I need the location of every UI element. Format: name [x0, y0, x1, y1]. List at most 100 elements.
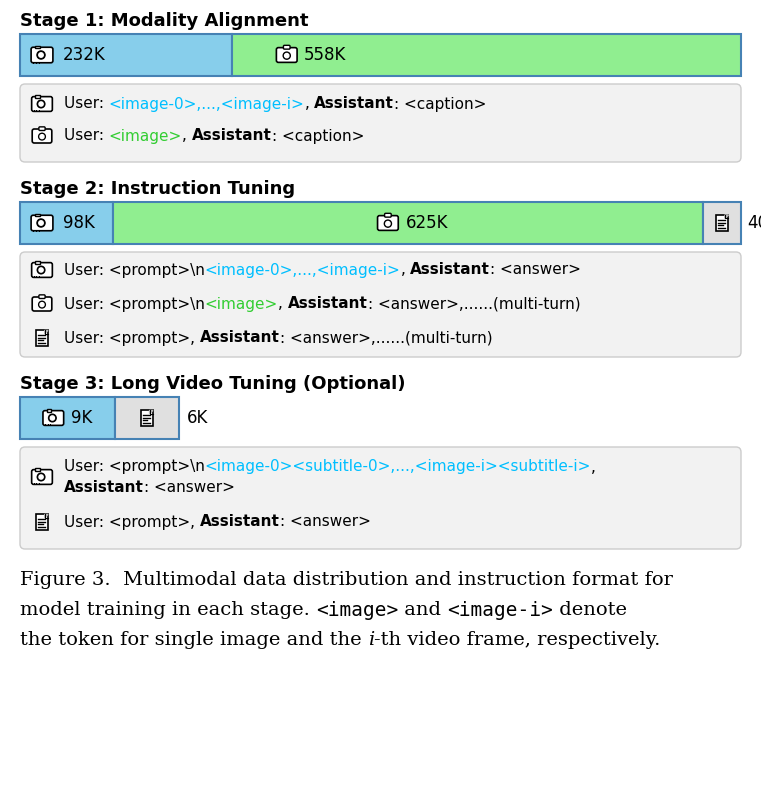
- Circle shape: [37, 219, 45, 227]
- FancyBboxPatch shape: [32, 97, 53, 112]
- Text: Assistant: Assistant: [200, 330, 280, 346]
- Circle shape: [49, 414, 56, 422]
- Bar: [39, 230, 40, 231]
- Text: 40K: 40K: [747, 214, 761, 232]
- Bar: [35, 214, 40, 216]
- Text: <image-0>,...,<image-i>: <image-0>,...,<image-i>: [205, 263, 400, 278]
- FancyBboxPatch shape: [32, 297, 52, 311]
- Text: User:: User:: [64, 97, 109, 112]
- Polygon shape: [45, 515, 48, 518]
- Text: User: <prompt>\n: User: <prompt>\n: [64, 263, 205, 278]
- Bar: [33, 276, 35, 279]
- Text: 625K: 625K: [406, 214, 448, 232]
- Text: : <caption>: : <caption>: [272, 128, 364, 144]
- Text: 232K: 232K: [63, 46, 106, 64]
- FancyBboxPatch shape: [20, 447, 741, 549]
- Circle shape: [37, 51, 45, 59]
- Bar: [141, 410, 153, 425]
- Text: and: and: [398, 601, 447, 619]
- Bar: [50, 425, 51, 426]
- FancyBboxPatch shape: [43, 411, 64, 425]
- Text: ,: ,: [591, 460, 596, 475]
- FancyBboxPatch shape: [20, 252, 741, 357]
- FancyBboxPatch shape: [20, 84, 741, 162]
- Bar: [39, 276, 40, 279]
- Polygon shape: [45, 330, 48, 334]
- FancyBboxPatch shape: [31, 47, 53, 63]
- Circle shape: [285, 53, 289, 57]
- Text: Assistant: Assistant: [192, 128, 272, 144]
- FancyBboxPatch shape: [283, 45, 290, 49]
- Bar: [46, 409, 52, 412]
- FancyBboxPatch shape: [39, 127, 45, 131]
- Text: ,: ,: [400, 263, 410, 278]
- Circle shape: [50, 416, 55, 420]
- Text: : <answer>: : <answer>: [144, 480, 234, 495]
- FancyBboxPatch shape: [32, 470, 53, 484]
- Text: ,: ,: [182, 128, 192, 144]
- Text: Assistant: Assistant: [64, 480, 144, 495]
- Bar: [113, 202, 703, 244]
- Text: <image>: <image>: [109, 128, 182, 144]
- Text: <image-i>: <image-i>: [447, 601, 553, 620]
- Bar: [39, 110, 40, 113]
- Text: Assistant: Assistant: [314, 97, 394, 112]
- FancyBboxPatch shape: [384, 213, 391, 217]
- Bar: [716, 215, 728, 231]
- Text: Stage 2: Instruction Tuning: Stage 2: Instruction Tuning: [20, 180, 295, 198]
- FancyBboxPatch shape: [39, 294, 45, 298]
- Text: Stage 3: Long Video Tuning (Optional): Stage 3: Long Video Tuning (Optional): [20, 375, 406, 393]
- Circle shape: [386, 222, 390, 226]
- Text: i: i: [368, 631, 374, 649]
- Text: ,: ,: [304, 97, 314, 112]
- Bar: [36, 261, 40, 263]
- FancyBboxPatch shape: [276, 48, 297, 62]
- Bar: [35, 45, 40, 48]
- Bar: [36, 468, 40, 471]
- Text: -th video frame, respectively.: -th video frame, respectively.: [374, 631, 661, 649]
- Circle shape: [39, 53, 43, 57]
- Text: : <answer>,......(multi-turn): : <answer>,......(multi-turn): [368, 297, 581, 311]
- Text: Figure 3.  Multimodal data distribution and instruction format for: Figure 3. Multimodal data distribution a…: [20, 571, 673, 589]
- Text: the token for single image and the: the token for single image and the: [20, 631, 368, 649]
- Bar: [232, 34, 741, 76]
- Bar: [115, 397, 179, 439]
- Text: User: <prompt>,: User: <prompt>,: [64, 330, 200, 346]
- Text: <image-0>,...,<image-i>: <image-0>,...,<image-i>: [109, 97, 304, 112]
- Circle shape: [37, 101, 45, 108]
- Bar: [39, 61, 40, 64]
- Circle shape: [39, 133, 46, 140]
- Text: User:: User:: [64, 128, 109, 144]
- Text: <image-0><subtitle-0>,...,<image-i><subtitle-i>: <image-0><subtitle-0>,...,<image-i><subt…: [205, 460, 591, 475]
- Circle shape: [384, 220, 391, 227]
- Bar: [20, 34, 232, 76]
- Circle shape: [40, 135, 44, 139]
- Polygon shape: [725, 215, 728, 219]
- Text: Stage 1: Modality Alignment: Stage 1: Modality Alignment: [20, 12, 308, 30]
- FancyBboxPatch shape: [377, 215, 398, 231]
- Bar: [33, 110, 35, 113]
- Bar: [703, 202, 741, 244]
- Text: 9K: 9K: [72, 409, 93, 427]
- Bar: [33, 230, 34, 231]
- Circle shape: [39, 102, 43, 106]
- Text: : <answer>,......(multi-turn): : <answer>,......(multi-turn): [280, 330, 492, 346]
- Circle shape: [39, 221, 43, 225]
- Circle shape: [283, 52, 290, 59]
- Bar: [36, 330, 48, 346]
- Bar: [45, 425, 46, 426]
- Bar: [39, 484, 40, 485]
- Text: : <answer>: : <answer>: [490, 263, 581, 278]
- FancyBboxPatch shape: [32, 263, 53, 278]
- Text: 6K: 6K: [186, 409, 208, 427]
- Circle shape: [39, 475, 43, 479]
- Text: 98K: 98K: [63, 214, 95, 232]
- Circle shape: [39, 268, 43, 272]
- Text: <image>: <image>: [205, 297, 278, 311]
- Text: : <answer>: : <answer>: [280, 515, 371, 530]
- Polygon shape: [149, 410, 153, 413]
- Text: : <caption>: : <caption>: [394, 97, 486, 112]
- Text: Assistant: Assistant: [288, 297, 368, 311]
- Bar: [36, 230, 37, 231]
- Bar: [33, 484, 35, 485]
